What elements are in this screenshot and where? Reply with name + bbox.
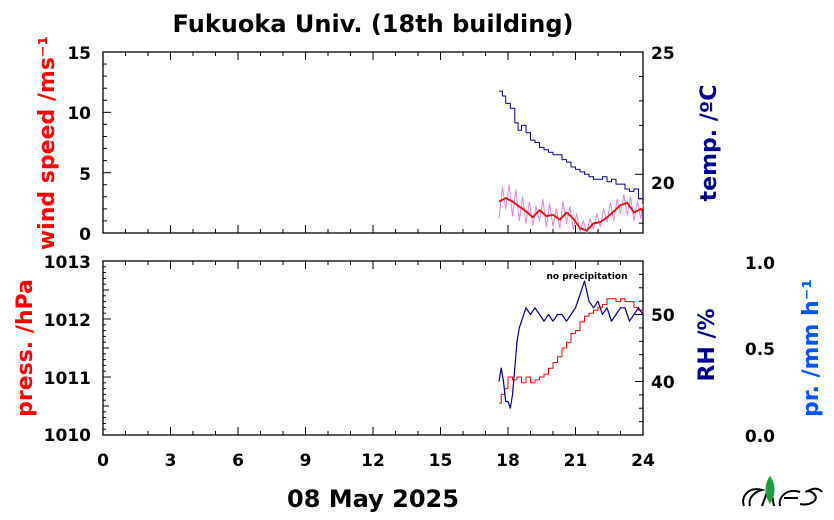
lower-left-tick-0: 1010 [44,426,91,446]
upper-left-tick-3: 15 [67,44,91,64]
upper-ticks [102,51,644,234]
precip-tick-1: 0.5 [745,340,775,360]
precip-tick-0: 0.0 [745,427,775,447]
chart-title: Fukuoka Univ. (18th building) [173,10,574,38]
x-tick-label-12: 12 [361,451,385,471]
lower-series [498,280,644,409]
pressure-series [499,298,644,404]
no-precipitation-note: no precipitation [546,272,627,282]
temperature-series [499,90,644,200]
x-tick-label-3: 3 [165,451,177,471]
lower-left-tick-2: 1012 [44,311,91,331]
upper-series [498,90,644,234]
lower-right-tick-1: 50 [651,306,675,326]
humidity-series [498,280,644,409]
upper-left-tick-0: 0 [79,225,91,245]
upper-right-tick-1: 25 [651,44,675,64]
x-tick-label-15: 15 [429,451,453,471]
x-tick-label-21: 21 [564,451,588,471]
x-tick-label-6: 6 [232,451,244,471]
upper-left-tick-1: 5 [79,165,91,185]
temperature-axis-label: temp. /ºC [697,85,722,202]
x-tick-label-9: 9 [300,451,312,471]
wind-gust-series [498,184,644,234]
humidity-axis-label: RH /% [695,308,720,381]
wind-speed-axis-label: wind speed /ms⁻¹ [35,36,60,250]
lower-ticks [102,260,644,436]
lower-right-tick-0: 40 [651,373,675,393]
date-label: 08 May 2025 [287,485,459,513]
upper-right-tick-0: 20 [651,174,675,194]
upper-left-tick-2: 10 [67,104,91,124]
pressure-axis-label: press. /hPa [13,279,38,417]
x-tick-label-18: 18 [496,451,520,471]
x-tick-labels: 0 3 6 9 12 15 18 21 24 [97,451,655,471]
x-tick-label-24: 24 [631,451,655,471]
precipitation-axis-label: pr. /mm h⁻¹ [799,279,824,417]
upper-plot-frame [102,51,644,234]
lower-left-tick-1: 1011 [44,369,91,389]
x-tick-label-0: 0 [97,451,109,471]
precip-tick-2: 1.0 [745,254,775,274]
lower-left-tick-3: 1013 [44,253,91,273]
wind-speed-series [498,197,644,232]
institution-logo [742,476,823,507]
